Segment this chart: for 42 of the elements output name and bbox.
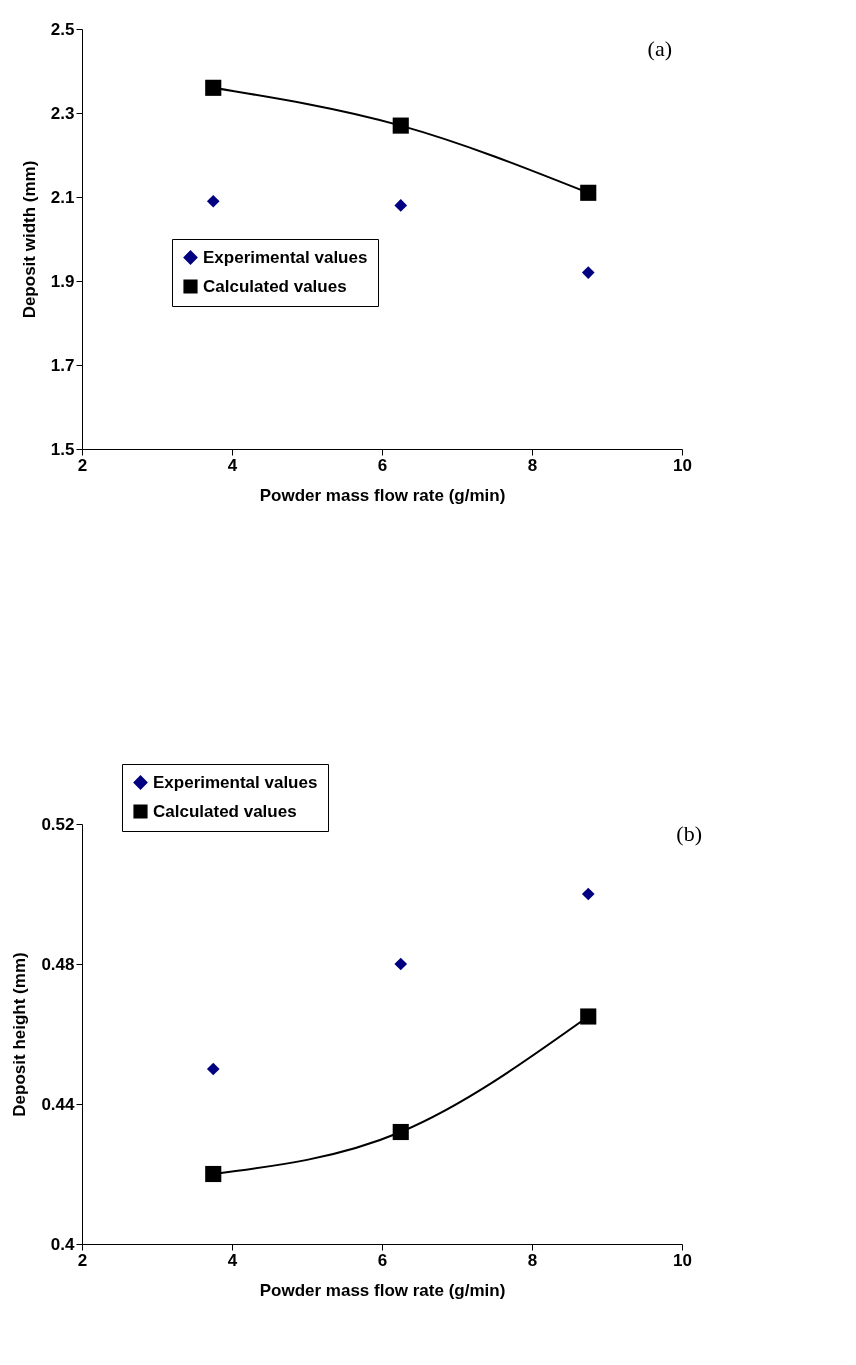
y-tick-label: 0.44 bbox=[41, 1094, 76, 1114]
y-tick-label: 2.1 bbox=[50, 187, 75, 207]
point bbox=[580, 184, 597, 201]
x-tick-label: 10 bbox=[673, 1250, 692, 1270]
point bbox=[580, 1008, 597, 1025]
legend-label: Experimental values bbox=[153, 772, 318, 792]
y-tick-label: 1.7 bbox=[50, 355, 75, 375]
legend-label: Experimental values bbox=[203, 247, 368, 267]
x-tick-label: 10 bbox=[673, 455, 692, 475]
point bbox=[581, 887, 595, 901]
annotation: (b) bbox=[676, 821, 702, 846]
x-tick-label: 8 bbox=[527, 1250, 538, 1270]
x-tick-label: 8 bbox=[527, 455, 538, 475]
y-tick-label: 2.5 bbox=[50, 19, 75, 39]
x-tick-label: 2 bbox=[77, 1250, 88, 1270]
x-tick-label: 6 bbox=[377, 1250, 388, 1270]
x-tick-label: 4 bbox=[227, 1250, 238, 1270]
point bbox=[394, 957, 408, 971]
x-tick-label: 2 bbox=[77, 455, 88, 475]
x-tick-label: 4 bbox=[227, 455, 238, 475]
legend-label: Calculated values bbox=[153, 801, 297, 821]
legend-label: Calculated values bbox=[203, 276, 347, 296]
point bbox=[206, 1062, 220, 1076]
y-tick-label: 1.5 bbox=[50, 439, 75, 459]
point bbox=[392, 1123, 409, 1141]
point bbox=[206, 194, 220, 208]
point bbox=[205, 1165, 222, 1183]
x-tick-label: 6 bbox=[377, 455, 388, 475]
y-tick-label: 0.48 bbox=[41, 954, 75, 974]
y-tick-label: 0.52 bbox=[41, 814, 75, 834]
point bbox=[581, 266, 595, 279]
y-tick-label: 2.3 bbox=[50, 103, 75, 123]
point bbox=[205, 79, 222, 96]
point bbox=[392, 117, 409, 134]
x-axis-title: Powder mass flow rate (g/min) bbox=[259, 485, 506, 505]
point bbox=[394, 199, 408, 212]
y-axis-title: Deposit height (mm) bbox=[10, 952, 30, 1117]
y-tick-label: 1.9 bbox=[50, 271, 75, 291]
y-axis-title: Deposit width (mm) bbox=[19, 160, 39, 319]
y-tick-label: 0.4 bbox=[50, 1234, 76, 1254]
annotation: (a) bbox=[647, 36, 672, 61]
x-axis-title: Powder mass flow rate (g/min) bbox=[259, 1280, 506, 1300]
